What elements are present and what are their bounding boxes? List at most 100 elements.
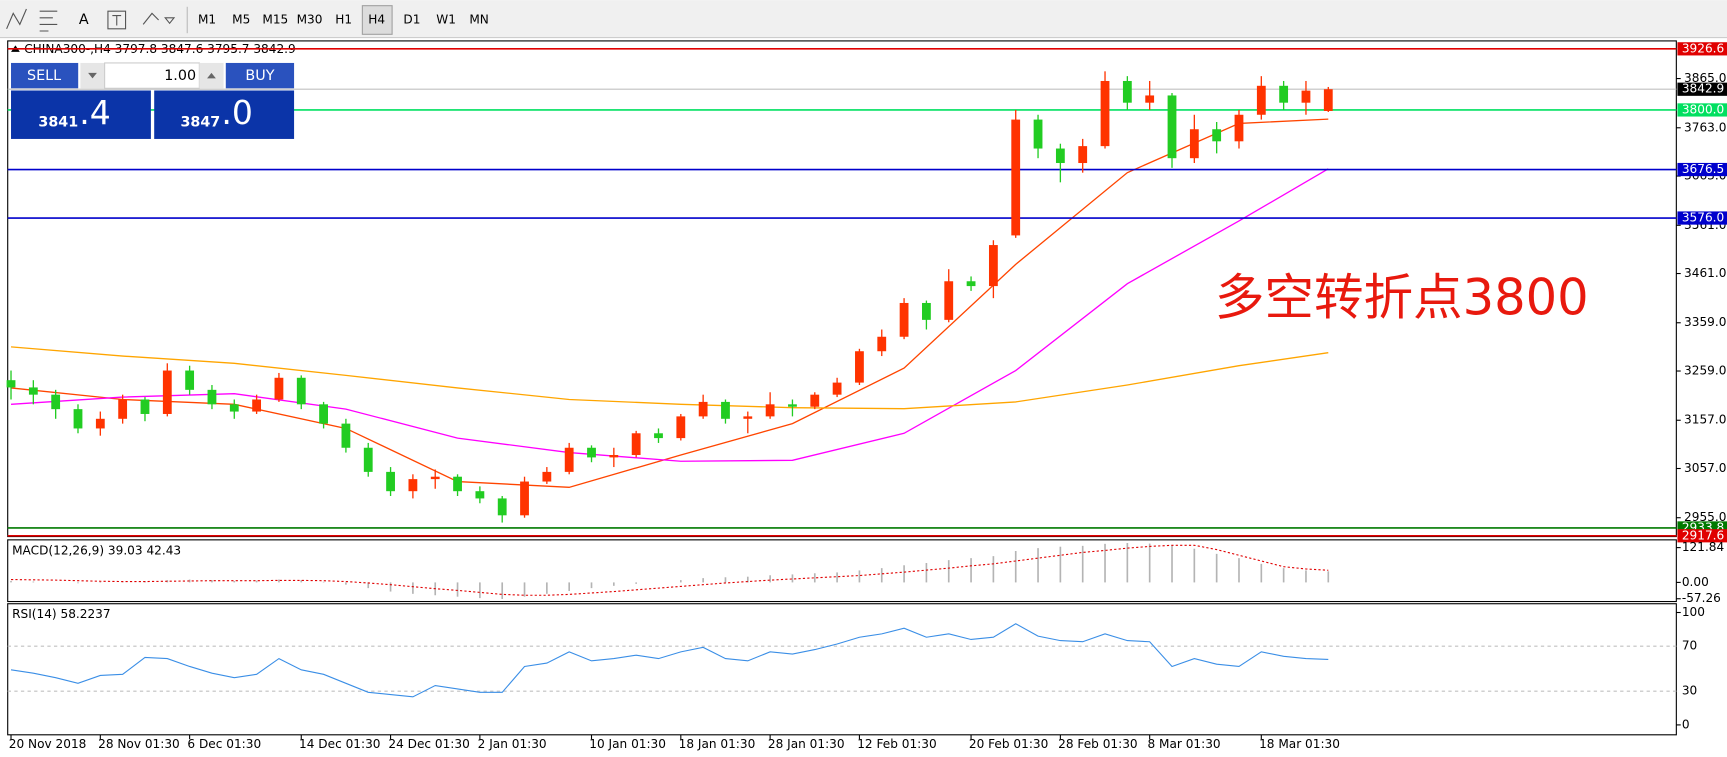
candle-body bbox=[73, 409, 83, 429]
tool-label[interactable]: A bbox=[79, 12, 89, 28]
candle-body bbox=[363, 447, 373, 472]
candle-body bbox=[698, 401, 708, 417]
buy-price-box[interactable] bbox=[154, 90, 295, 139]
candle-body bbox=[899, 302, 909, 337]
candle-body bbox=[430, 476, 440, 480]
candle-body bbox=[944, 281, 954, 320]
y-tick-label: 100 bbox=[1682, 605, 1705, 619]
y-tick-label: 3157.0 bbox=[1684, 413, 1726, 427]
x-tick-label: 18 Mar 01:30 bbox=[1259, 737, 1340, 751]
candle-body bbox=[1301, 90, 1311, 103]
candle-body bbox=[51, 394, 61, 410]
candle-body bbox=[832, 382, 842, 395]
volume-up-arrow bbox=[207, 72, 216, 79]
volume-value: 1.00 bbox=[164, 68, 196, 84]
candle-body bbox=[676, 416, 686, 439]
moving-average bbox=[10, 168, 1329, 462]
moving-average bbox=[10, 346, 1329, 410]
timeframe-button[interactable]: W1 bbox=[436, 12, 456, 26]
sell-price-big: 3841 bbox=[38, 114, 78, 130]
annotation: 多空转折点3800 bbox=[1215, 268, 1589, 326]
y-tick-label: 2955.0 bbox=[1684, 510, 1726, 524]
x-tick-label: 8 Mar 01:30 bbox=[1147, 737, 1220, 751]
x-tick-label: 28 Nov 01:30 bbox=[98, 737, 180, 751]
candle-body bbox=[162, 370, 172, 414]
rsi-title: RSI(14) 58.2237 bbox=[12, 607, 110, 621]
price-label: 3842.9 bbox=[1682, 82, 1724, 96]
x-tick-label: 28 Jan 01:30 bbox=[768, 737, 845, 751]
y-tick-label: 3461.0 bbox=[1684, 266, 1726, 280]
candle-body bbox=[1167, 95, 1177, 159]
candle-body bbox=[1100, 80, 1110, 147]
timeframe-button[interactable]: M30 bbox=[297, 12, 323, 26]
x-tick-label: 18 Jan 01:30 bbox=[679, 737, 756, 751]
candle-body bbox=[28, 387, 38, 395]
candle-body bbox=[1323, 89, 1333, 111]
candle-body bbox=[654, 433, 663, 439]
candle-body bbox=[877, 336, 887, 352]
candle-body bbox=[1078, 146, 1088, 164]
timeframe-button[interactable]: M15 bbox=[262, 12, 288, 26]
candle-body bbox=[408, 479, 418, 492]
candle-body bbox=[631, 433, 641, 455]
level-label: 3926.6 bbox=[1682, 41, 1724, 55]
x-tick-label: 6 Dec 01:30 bbox=[187, 737, 261, 751]
candle-body bbox=[319, 404, 328, 424]
tool-crosshair[interactable] bbox=[6, 8, 27, 30]
sell-price-box[interactable] bbox=[11, 90, 151, 139]
candle-body bbox=[185, 370, 195, 390]
candle-body bbox=[1279, 85, 1289, 103]
buy-button[interactable] bbox=[225, 62, 295, 89]
level-label-bg bbox=[1677, 529, 1727, 543]
candle-body bbox=[118, 399, 128, 419]
candle-body bbox=[922, 302, 931, 320]
level-label: 3576.0 bbox=[1682, 211, 1724, 225]
volume-down-arrow bbox=[88, 72, 97, 79]
macd-panel bbox=[7, 539, 1677, 603]
candle-body bbox=[497, 498, 507, 516]
candle-body bbox=[95, 418, 105, 429]
level-label-bg bbox=[1677, 42, 1727, 56]
buy-price-big: 3847 bbox=[180, 114, 220, 130]
y-tick-label: 3865.0 bbox=[1684, 71, 1726, 85]
candle-body bbox=[274, 377, 284, 400]
candle-body bbox=[988, 245, 998, 287]
x-tick-label: 24 Dec 01:30 bbox=[388, 737, 469, 751]
candle-body bbox=[386, 471, 395, 492]
timeframe-button[interactable]: M5 bbox=[232, 12, 250, 26]
macd-title: MACD(12,26,9) 39.03 42.43 bbox=[12, 543, 181, 557]
candle-body bbox=[341, 423, 351, 448]
candle-body bbox=[1189, 129, 1199, 159]
candle-body bbox=[520, 481, 529, 516]
timeframe-button[interactable]: MN bbox=[469, 12, 489, 26]
price-label-bg bbox=[1677, 82, 1727, 96]
tool-icons bbox=[6, 5, 393, 35]
y-tick-label: 30 bbox=[1682, 684, 1697, 698]
level-label-bg bbox=[1677, 103, 1727, 117]
timeframe-button[interactable]: H1 bbox=[335, 12, 352, 26]
y-tick-label: 3763.0 bbox=[1684, 120, 1726, 134]
candle-body bbox=[475, 491, 485, 499]
timeframe-button[interactable]: M1 bbox=[198, 12, 216, 26]
y-tick-label: 3359.0 bbox=[1684, 315, 1726, 329]
candle-body bbox=[542, 471, 552, 482]
candle-body bbox=[6, 380, 16, 388]
y-tick-label: 0 bbox=[1682, 717, 1690, 731]
timeframe-button[interactable]: D1 bbox=[403, 12, 420, 26]
tool-arrows[interactable] bbox=[142, 12, 176, 25]
candle-body bbox=[810, 394, 820, 407]
candle-body bbox=[1256, 85, 1266, 115]
x-tick-label: 10 Jan 01:30 bbox=[589, 737, 666, 751]
level-label-bg bbox=[1677, 211, 1727, 225]
y-tick-label: 3259.0 bbox=[1684, 364, 1726, 378]
tool-fib[interactable] bbox=[39, 10, 58, 32]
candle-body bbox=[855, 351, 864, 383]
x-tick-label: 14 Dec 01:30 bbox=[299, 737, 380, 751]
tool-text[interactable] bbox=[107, 10, 127, 30]
candle-body bbox=[1011, 119, 1021, 236]
candle-body bbox=[609, 454, 619, 458]
timeframe-button[interactable]: H4 bbox=[368, 12, 385, 26]
candle-body bbox=[1033, 119, 1043, 149]
sell-button[interactable] bbox=[11, 62, 79, 89]
y-tick-label: 70 bbox=[1682, 639, 1697, 653]
